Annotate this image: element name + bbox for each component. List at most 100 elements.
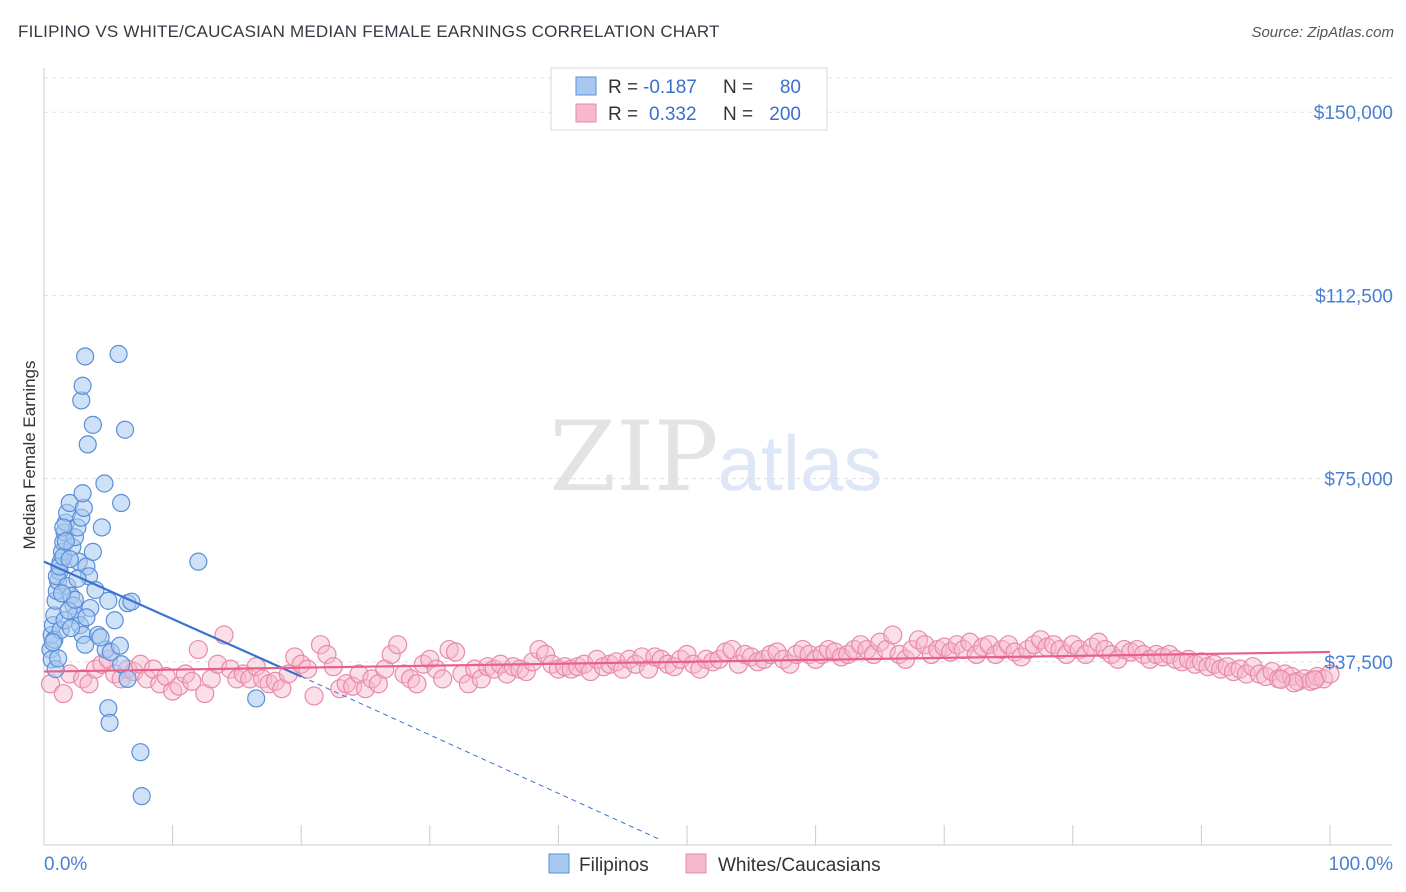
filipino-points bbox=[41, 344, 266, 806]
white-caucasian-point bbox=[53, 683, 73, 704]
x-tick-label-max: 100.0% bbox=[1329, 854, 1394, 875]
white-caucasian-point bbox=[1304, 670, 1325, 690]
legend-swatch-whites bbox=[575, 103, 597, 123]
filipino-point bbox=[105, 611, 124, 630]
filipino-point bbox=[61, 618, 81, 638]
watermark-atlas: atlas bbox=[718, 419, 883, 507]
axes bbox=[43, 68, 1392, 846]
filipino-point bbox=[99, 591, 118, 610]
bottom-swatch-whites bbox=[685, 853, 707, 874]
filipino-point bbox=[118, 669, 137, 688]
filipino-point bbox=[115, 420, 135, 439]
legend-n-label-2: N = bbox=[723, 104, 753, 125]
white-caucasian-point bbox=[1056, 644, 1076, 665]
y-tick-label: $37,500 bbox=[1324, 653, 1393, 674]
chart-title: FILIPINO VS WHITE/CAUCASIAN MEDIAN FEMAL… bbox=[18, 22, 720, 41]
white-caucasian-point bbox=[304, 686, 324, 706]
series-legend: Filipinos Whites/Caucasians bbox=[548, 853, 881, 876]
white-caucasian-points bbox=[40, 625, 1340, 706]
white-caucasian-point bbox=[445, 642, 466, 662]
tick-labels: $37,500 $75,000 $112,500 $150,000 0.0% 100.0% bbox=[44, 103, 1393, 875]
white-caucasian-point bbox=[420, 649, 440, 669]
white-caucasian-point bbox=[1271, 669, 1291, 689]
white-caucasian-point bbox=[298, 659, 318, 679]
legend-swatch-filipinos bbox=[575, 76, 597, 96]
white-caucasian-point bbox=[979, 635, 999, 655]
legend-r-label-2: R = bbox=[608, 104, 638, 125]
white-caucasian-point bbox=[388, 635, 408, 655]
white-caucasian-point bbox=[613, 659, 633, 679]
white-caucasian-point bbox=[433, 669, 453, 689]
trend-lines bbox=[43, 560, 1331, 841]
correlation-legend: R = -0.187 N = 80 R = 0.332 N = 200 bbox=[550, 67, 828, 131]
filipino-point bbox=[95, 474, 114, 493]
white-caucasian-point bbox=[188, 639, 208, 660]
source-credit: Source: ZipAtlas.com bbox=[1251, 24, 1394, 41]
filipino-point bbox=[77, 608, 96, 627]
white-caucasian-point bbox=[1088, 632, 1109, 652]
white-caucasian-point bbox=[169, 676, 189, 696]
watermark-zip: ZIP bbox=[549, 401, 718, 513]
white-caucasian-point bbox=[915, 635, 935, 655]
filipino-point bbox=[109, 344, 128, 364]
x-tick-label-min: 0.0% bbox=[44, 854, 87, 875]
white-caucasian-point bbox=[310, 635, 331, 655]
filipino-point bbox=[92, 518, 111, 537]
white-caucasian-point bbox=[960, 632, 980, 652]
legend-n-value-1: 80 bbox=[780, 77, 801, 98]
white-caucasian-point bbox=[381, 644, 401, 665]
white-caucasian-point bbox=[182, 671, 202, 691]
white-caucasian-trend-line bbox=[43, 650, 1331, 673]
filipino-point bbox=[43, 633, 63, 652]
white-caucasian-point bbox=[883, 625, 903, 645]
white-caucasian-point bbox=[998, 635, 1019, 655]
white-caucasian-point bbox=[625, 654, 646, 674]
bottom-legend-whites: Whites/Caucasians bbox=[718, 855, 881, 876]
filipino-point bbox=[52, 584, 72, 603]
white-caucasian-point bbox=[1243, 657, 1263, 677]
filipino-point bbox=[76, 635, 95, 654]
white-caucasian-point bbox=[355, 679, 376, 699]
filipino-trend-line bbox=[43, 560, 302, 678]
filipino-point bbox=[60, 550, 79, 569]
legend-n-label-1: N = bbox=[723, 77, 753, 98]
grid-lines bbox=[44, 77, 1392, 663]
filipino-point bbox=[100, 713, 119, 732]
filipino-point bbox=[76, 347, 95, 366]
filipino-point bbox=[73, 484, 92, 503]
white-caucasian-point bbox=[966, 644, 986, 665]
filipino-point bbox=[110, 636, 129, 655]
white-caucasian-point bbox=[1031, 630, 1051, 650]
y-tick-label: $75,000 bbox=[1324, 470, 1393, 491]
white-caucasian-point bbox=[471, 669, 491, 689]
filipino-point bbox=[131, 743, 150, 762]
white-caucasian-point bbox=[246, 657, 266, 677]
y-axis-label: Median Female Earnings bbox=[20, 361, 39, 550]
filipino-point bbox=[73, 376, 92, 395]
filipino-point bbox=[132, 787, 151, 806]
white-caucasian-point bbox=[407, 674, 427, 694]
white-caucasian-point bbox=[516, 661, 536, 682]
filipino-point bbox=[112, 493, 131, 513]
filipino-point bbox=[247, 689, 266, 708]
filipino-point bbox=[49, 649, 68, 668]
legend-n-value-2: 200 bbox=[769, 104, 801, 125]
white-caucasian-point bbox=[317, 644, 337, 665]
filipino-trend-extension bbox=[300, 676, 662, 841]
bottom-legend-filipinos: Filipinos bbox=[579, 855, 649, 876]
filipino-point bbox=[56, 532, 75, 551]
white-caucasian-point bbox=[709, 649, 729, 669]
filipino-point bbox=[78, 435, 97, 454]
y-tick-label: $112,500 bbox=[1315, 286, 1393, 307]
legend-r-value-1: -0.187 bbox=[643, 77, 697, 98]
legend-r-value-2: 0.332 bbox=[649, 104, 697, 125]
filipino-point bbox=[83, 415, 102, 434]
y-tick-label: $150,000 bbox=[1314, 103, 1393, 124]
filipino-point bbox=[83, 542, 102, 561]
legend-r-label-1: R = bbox=[608, 77, 638, 98]
white-caucasian-point bbox=[285, 647, 305, 667]
white-caucasian-point bbox=[1076, 644, 1096, 665]
filipino-point bbox=[189, 552, 208, 571]
filipino-point bbox=[91, 628, 110, 647]
